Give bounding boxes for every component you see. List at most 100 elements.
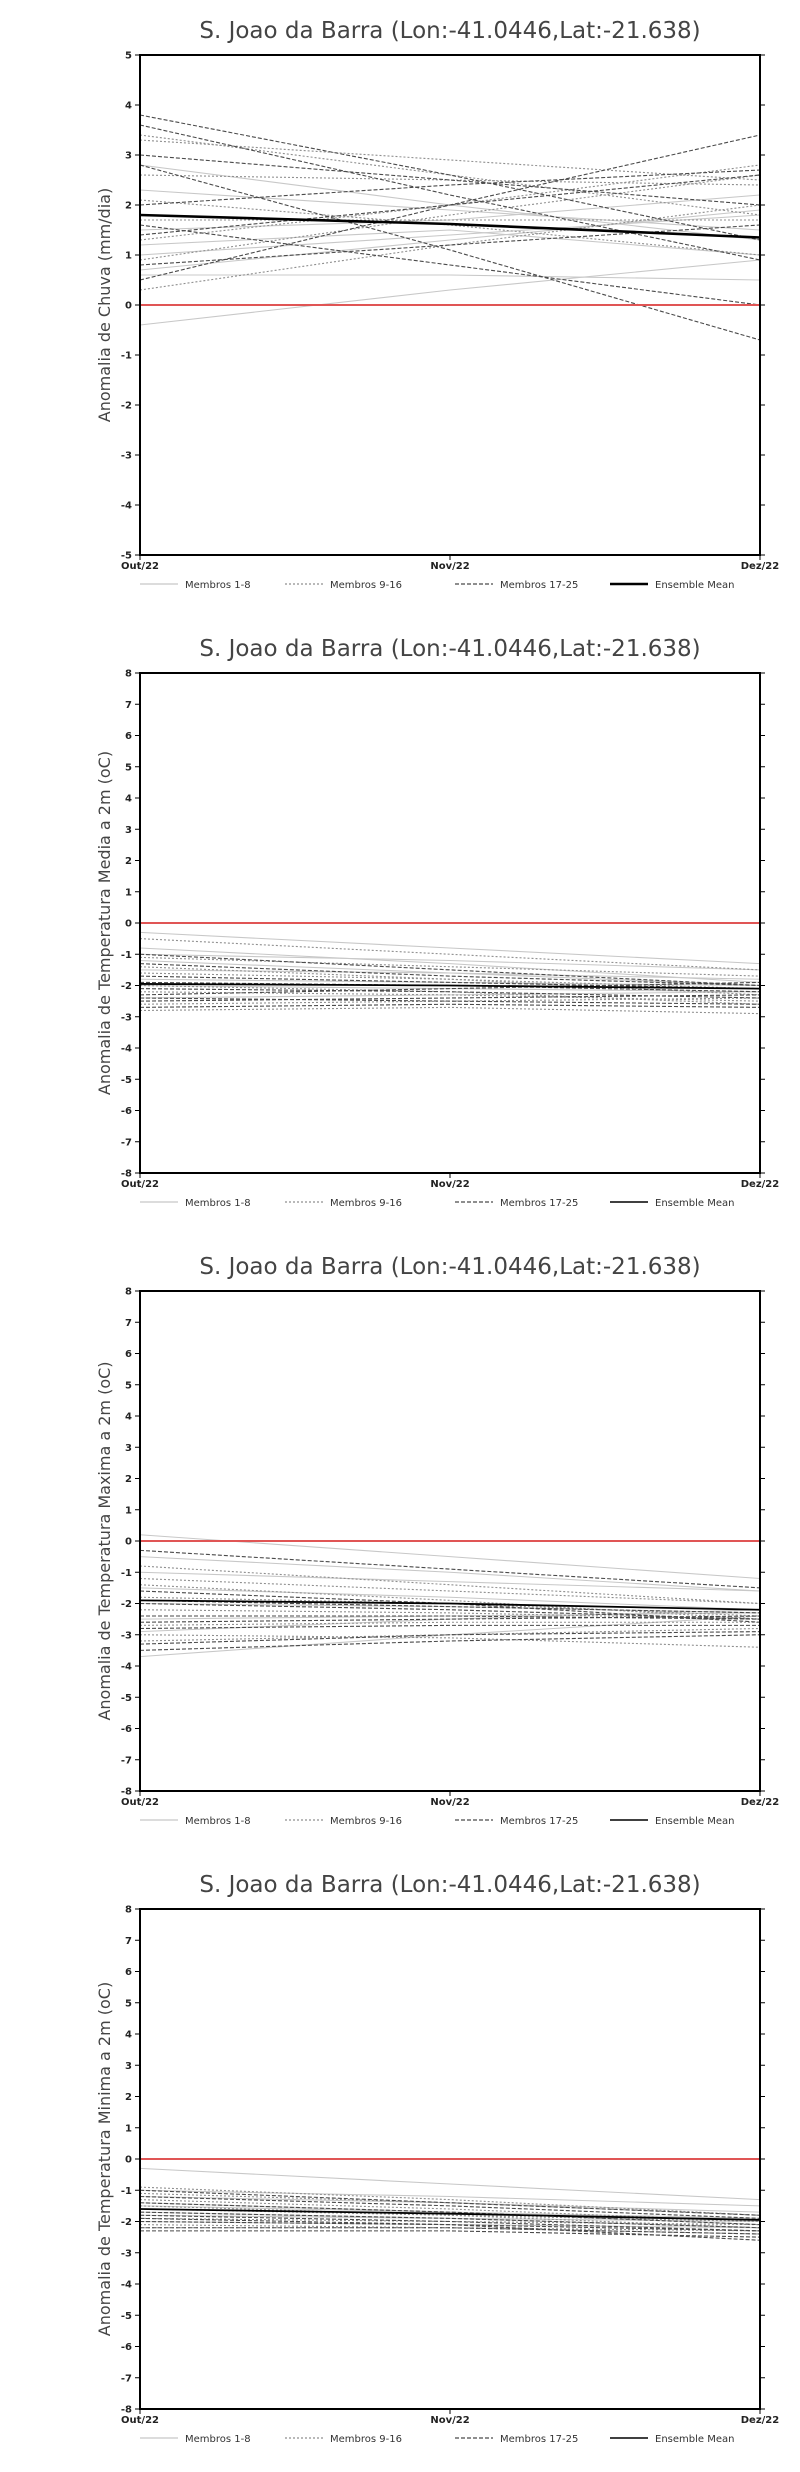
member-series-line [139,981,761,993]
member-series-line [140,1615,761,1620]
member-series-line [139,959,761,987]
y-tick-label: 0 [125,2155,132,2166]
y-tick-label: -1 [121,1568,132,1579]
member-series-line [139,174,761,261]
chart-title: S. Joao da Barra (Lon:-41.0446,Lat:-21.6… [199,636,700,662]
y-tick-label: 5 [125,762,132,773]
member-series-line [139,169,761,206]
y-tick-label: 3 [125,825,132,836]
y-tick-label: 8 [125,1905,132,1916]
member-series-line [139,124,761,261]
member-series-line [139,1609,761,1633]
ensemble-mean-line [139,983,761,990]
y-tick-label: 4 [125,101,132,112]
member-series-line [139,224,761,306]
y-tick-label: -8 [121,1787,132,1798]
legend-label: Ensemble Mean [655,580,734,591]
member-series-line [139,134,761,281]
y-tick-label: 1 [125,251,132,262]
member-series-line [139,1590,761,1623]
y-tick-label: 7 [125,1936,132,1947]
y-tick-label: -1 [121,950,132,961]
member-series-line [139,2211,761,2229]
plot-frame [139,54,761,556]
y-axis-label: Anomalia de Temperatura Maxima a 2m (oC) [95,1361,114,1720]
legend-label: Membros 17-25 [500,1816,578,1827]
chart-panel: S. Joao da Barra (Lon:-41.0446,Lat:-21.6… [95,1872,779,2445]
member-series-line [139,1549,761,1589]
y-tick-label: 5 [125,1380,132,1391]
y-tick-label: -5 [121,1075,132,1086]
member-series-line [139,994,761,1002]
member-series-line [139,972,761,990]
ensemble-mean-line [139,213,761,239]
member-series-line [139,2205,761,2229]
y-tick-label: 8 [125,669,132,680]
y-tick-label: 1 [125,887,132,898]
y-tick-label: 2 [125,201,132,212]
y-tick-label: -5 [121,551,132,562]
y-axis-label: Anomalia de Temperatura Minima a 2m (oC) [95,1982,114,2336]
member-series-line [139,931,761,965]
member-series-line [139,1565,761,1605]
member-series-line [139,1634,761,1651]
member-series-line [139,997,761,1005]
member-series-line [139,991,761,999]
legend-label: Membros 9-16 [330,1816,402,1827]
member-series-line [139,975,761,990]
member-series-line [139,2224,761,2235]
y-axis-label: Anomalia de Chuva (mm/dia) [95,188,114,422]
member-series-line [139,154,761,206]
member-series-line [139,1587,761,1611]
member-series-line [139,164,761,241]
y-tick-label: 0 [125,1537,132,1548]
legend-label: Membros 1-8 [185,580,251,591]
y-tick-label: -7 [121,1137,132,1148]
member-series-line [139,2189,761,2216]
legend-label: Membros 1-8 [185,2434,251,2445]
member-series-line [139,953,761,987]
member-series-line [139,1631,761,1645]
x-tick-label: Nov/22 [430,1179,469,1190]
y-tick-label: 0 [125,919,132,930]
chart-panel: S. Joao da Barra (Lon:-41.0446,Lat:-21.6… [95,1254,780,1827]
y-tick-label: 5 [125,1998,132,2009]
member-series-line [139,2214,761,2232]
member-series-line [139,2189,761,2207]
member-series-line [139,938,761,971]
member-series-line [139,164,761,341]
member-series-line [139,1615,761,1623]
y-tick-label: -7 [121,1755,132,1766]
y-tick-label: -7 [121,2373,132,2384]
y-tick-label: -3 [121,1630,132,1641]
y-tick-label: 3 [125,151,132,162]
member-series-line [139,984,761,1005]
member-series-line [139,174,761,236]
member-series-line [139,204,761,291]
y-tick-label: -2 [121,2217,132,2228]
y-tick-label: -2 [121,981,132,992]
y-tick-label: 6 [125,1967,132,1978]
y-tick-label: -6 [121,1724,132,1735]
x-tick-label: Dez/22 [741,561,780,572]
member-series-line [139,2217,761,2241]
member-series-line [139,2202,761,2226]
legend-label: Membros 17-25 [500,580,578,591]
x-tick-label: Dez/22 [741,1797,780,1808]
x-tick-label: Nov/22 [430,2415,469,2426]
y-tick-label: 1 [125,2123,132,2134]
legend-label: Ensemble Mean [655,2434,734,2445]
legend-label: Membros 9-16 [330,2434,402,2445]
y-tick-label: 7 [125,1318,132,1329]
chart-title: S. Joao da Barra (Lon:-41.0446,Lat:-21.6… [199,1254,700,1280]
member-series-line [139,963,761,987]
y-tick-label: 4 [125,794,132,805]
x-tick-label: Out/22 [121,1179,159,1190]
x-tick-label: Nov/22 [430,561,469,572]
member-series-line [140,274,761,281]
x-tick-label: Dez/22 [741,1179,780,1190]
member-series-line [139,229,761,256]
y-tick-label: -1 [121,351,132,362]
member-series-line [139,2208,761,2223]
y-tick-label: -3 [121,1012,132,1023]
